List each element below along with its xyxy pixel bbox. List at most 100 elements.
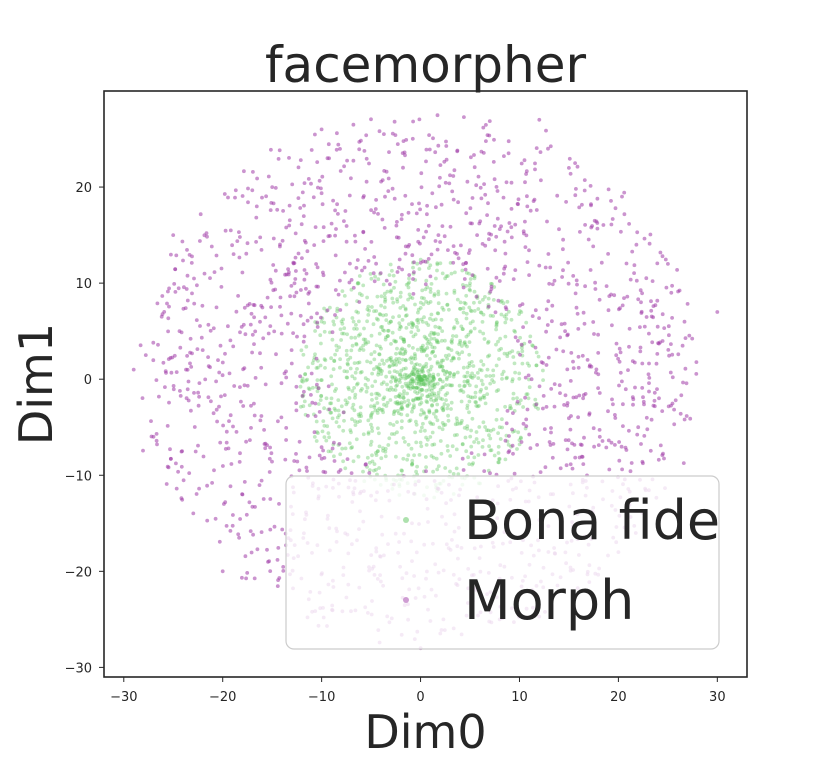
scatter-point	[313, 352, 317, 357]
scatter-point	[497, 425, 502, 430]
scatter-point	[306, 386, 311, 391]
scatter-point	[469, 444, 474, 449]
scatter-point	[393, 379, 398, 384]
scatter-point	[471, 461, 475, 465]
scatter-point	[325, 156, 330, 161]
scatter-point	[435, 268, 439, 273]
scatter-point	[523, 245, 528, 250]
scatter-point	[591, 320, 596, 324]
scatter-point	[429, 395, 433, 399]
scatter-point	[151, 340, 156, 345]
scatter-point	[384, 318, 389, 322]
scatter-point	[296, 165, 301, 170]
scatter-point	[192, 276, 196, 281]
scatter-point	[418, 377, 423, 382]
scatter-point	[341, 317, 345, 322]
scatter-point	[434, 408, 439, 413]
scatter-point	[400, 407, 405, 411]
scatter-point	[318, 398, 323, 402]
scatter-point	[329, 449, 333, 454]
scatter-point	[617, 458, 622, 463]
scatter-point	[353, 335, 357, 340]
scatter-point	[492, 137, 496, 142]
scatter-point	[400, 318, 405, 322]
scatter-point	[455, 433, 459, 437]
scatter-point	[432, 292, 437, 296]
scatter-point	[468, 321, 473, 326]
scatter-point	[405, 404, 410, 409]
scatter-point	[224, 524, 229, 528]
scatter-point	[664, 285, 669, 290]
x-tick-label: 20	[610, 690, 627, 705]
scatter-point	[179, 330, 184, 335]
scatter-point	[375, 411, 380, 415]
scatter-point	[492, 380, 496, 384]
scatter-point	[321, 270, 325, 275]
scatter-point	[398, 392, 402, 397]
scatter-point	[427, 376, 432, 380]
scatter-point	[477, 221, 482, 226]
scatter-point	[672, 422, 677, 427]
scatter-point	[380, 217, 385, 222]
scatter-point	[331, 198, 335, 203]
scatter-point	[398, 372, 403, 377]
scatter-point	[358, 332, 362, 337]
scatter-point	[323, 358, 328, 363]
scatter-point	[238, 385, 242, 389]
scatter-point	[380, 178, 385, 183]
scatter-point	[628, 469, 633, 474]
scatter-point	[389, 288, 393, 293]
scatter-point	[417, 376, 422, 380]
scatter-point	[474, 183, 479, 188]
scatter-point	[439, 361, 443, 366]
scatter-point	[305, 469, 309, 473]
scatter-point	[277, 502, 281, 506]
scatter-point	[632, 263, 637, 268]
scatter-point	[432, 399, 436, 403]
scatter-point	[453, 270, 457, 275]
scatter-point	[408, 295, 413, 300]
scatter-point	[512, 471, 517, 476]
scatter-point	[484, 428, 489, 433]
scatter-point	[418, 260, 423, 265]
scatter-point	[618, 350, 623, 355]
scatter-point	[376, 365, 380, 370]
scatter-point	[652, 398, 657, 403]
scatter-point	[439, 451, 444, 456]
scatter-point	[334, 387, 338, 391]
scatter-point	[358, 388, 363, 393]
scatter-point	[240, 575, 244, 580]
scatter-point	[395, 409, 400, 413]
scatter-point	[420, 377, 424, 382]
scatter-point	[459, 388, 464, 392]
scatter-point	[433, 415, 438, 419]
scatter-point	[418, 376, 423, 381]
scatter-point	[231, 252, 236, 256]
scatter-point	[640, 386, 645, 390]
scatter-point	[257, 483, 262, 487]
scatter-point	[345, 400, 350, 405]
scatter-point	[198, 324, 202, 328]
scatter-point	[384, 374, 388, 379]
scatter-point	[434, 205, 438, 210]
scatter-point	[624, 261, 629, 266]
scatter-point	[574, 395, 579, 400]
scatter-point	[449, 358, 454, 363]
scatter-point	[527, 248, 531, 253]
scatter-point	[445, 391, 450, 395]
scatter-point	[571, 274, 576, 278]
scatter-point	[523, 219, 527, 224]
scatter-point	[427, 266, 431, 270]
scatter-point	[252, 342, 256, 346]
scatter-point	[398, 290, 403, 295]
scatter-point	[369, 392, 374, 397]
scatter-point	[487, 433, 491, 438]
scatter-point	[338, 278, 342, 283]
scatter-point	[490, 378, 494, 382]
scatter-point	[322, 357, 327, 362]
scatter-point	[418, 241, 422, 246]
scatter-point	[472, 165, 477, 170]
scatter-point	[460, 456, 465, 461]
scatter-point	[445, 274, 450, 278]
scatter-point	[397, 360, 402, 365]
